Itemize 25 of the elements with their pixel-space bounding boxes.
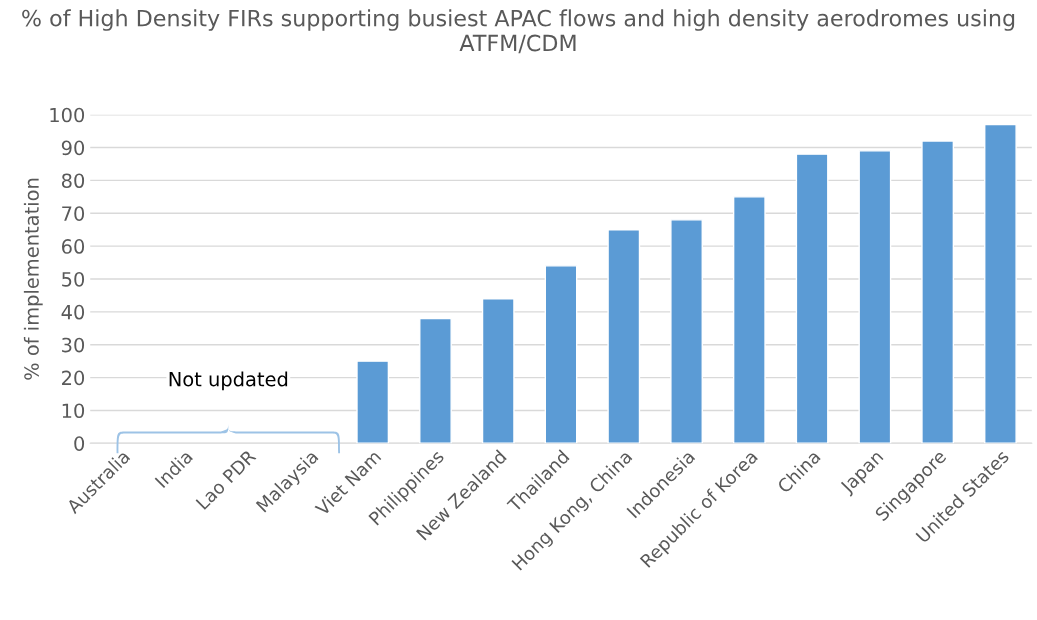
chart-title: % of High Density FIRs supporting busiest APAC flows and high density aerodromes using ATFM/CDM <box>22 9 1015 54</box>
bar <box>356 360 390 444</box>
bar <box>481 298 515 444</box>
y-tick-label: 20 <box>62 370 85 386</box>
bar <box>984 123 1017 444</box>
annotation: Not updated <box>169 371 288 391</box>
y-tick-label: 30 <box>62 337 85 353</box>
y-tick-label: 50 <box>62 271 85 287</box>
y-tick-label: 10 <box>62 403 85 419</box>
y-tick-label: 70 <box>62 206 85 221</box>
bar <box>419 317 452 444</box>
bar <box>795 153 829 444</box>
y-tick-label: 60 <box>61 239 85 254</box>
y-tick-label: 90 <box>61 140 85 156</box>
y-tick-label: 40 <box>61 304 85 320</box>
y-axis-title: % of implementation <box>23 178 43 380</box>
bar <box>607 229 641 444</box>
y-tick-label: 0 <box>74 436 85 451</box>
y-tick-label: 80 <box>61 173 85 189</box>
bar <box>858 150 892 444</box>
bar <box>544 265 578 444</box>
bar <box>921 140 955 444</box>
bar <box>670 219 703 444</box>
bar <box>732 196 766 444</box>
y-tick-label: 100 <box>50 107 85 123</box>
